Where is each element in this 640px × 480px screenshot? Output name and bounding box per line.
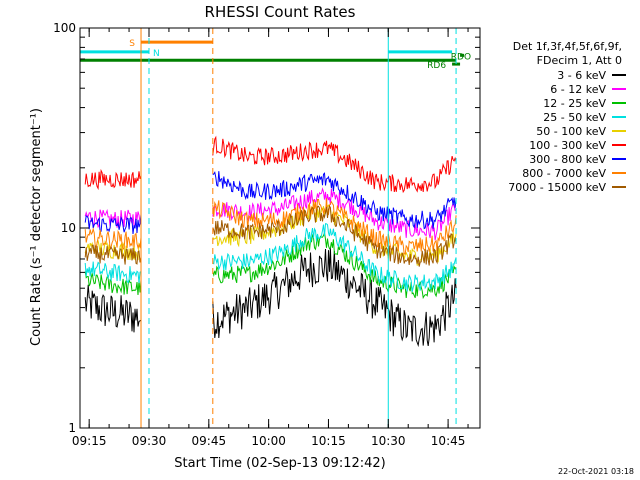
axis-layer: 1 10 100 09:15 09:30 09:45 10:00 10:15 10:30 10:4… [53, 21, 481, 448]
legend-swatch [612, 158, 626, 160]
y-tick-label: 1 [68, 421, 76, 435]
legend-item-12-25-kev: 12 - 25 keV [480, 96, 630, 110]
x-tick-label: 10:15 [311, 434, 346, 448]
flag-label-rd6: RD6 [427, 61, 446, 71]
legend-label: 800 - 7000 keV [522, 166, 606, 180]
chart-title: RHESSI Count Rates [205, 3, 356, 21]
legend-swatch [612, 186, 626, 188]
x-tick-label: 09:15 [72, 434, 107, 448]
flag-layer: S N RD6 RDO [80, 39, 471, 71]
series-300-800-kev-segment-2 [212, 171, 457, 230]
legend-swatch [612, 144, 626, 146]
x-tick-label: 10:00 [251, 434, 286, 448]
legend-label: 3 - 6 keV [557, 68, 606, 82]
legend-swatch [612, 130, 626, 132]
legend-label: 25 - 50 keV [543, 110, 606, 124]
flag-label-s: S [129, 39, 135, 49]
legend-item-25-50-kev: 25 - 50 keV [480, 110, 630, 124]
legend-item-7000-15000-kev: 7000 - 15000 keV [480, 180, 630, 194]
footer-timestamp: 22-Oct-2021 03:18 [558, 467, 634, 476]
legend: Det 1f,3f,4f,5f,6f,9f, FDecim 1, Att 0 3… [480, 40, 630, 194]
series-6-12-kev-segment-1 [84, 208, 142, 229]
series-50-100-kev-segment-2 [212, 204, 457, 266]
x-tick-label: 10:30 [371, 434, 406, 448]
legend-rows: 3 - 6 keV 6 - 12 keV 12 - 25 keV 25 - 50 ke… [480, 68, 630, 194]
series-300-800-kev-segment-1 [84, 214, 142, 235]
series-25-50-kev-segment-2 [212, 223, 457, 292]
series-3-6-kev-segment-1 [84, 284, 142, 333]
legend-swatch [612, 116, 626, 118]
legend-label: 7000 - 15000 keV [508, 180, 606, 194]
x-tick-label: 09:45 [192, 434, 227, 448]
series-25-50-kev-segment-1 [84, 261, 142, 284]
legend-item-300-800-kev: 300 - 800 keV [480, 152, 630, 166]
legend-swatch [612, 102, 626, 104]
legend-label: 12 - 25 keV [543, 96, 606, 110]
x-axis-label: Start Time (02-Sep-13 09:12:42) [174, 456, 385, 471]
legend-item-6-12-kev: 6 - 12 keV [480, 82, 630, 96]
series-100-300-kev-segment-2 [212, 135, 457, 194]
series-6-12-kev-segment-2 [212, 187, 457, 241]
legend-header-line-2: FDecim 1, Att 0 [536, 54, 622, 67]
flag-label-n: N [153, 49, 160, 59]
x-tick-label: 10:45 [431, 434, 466, 448]
legend-item-3-6-kev: 3 - 6 keV [480, 68, 630, 82]
legend-label: 100 - 300 keV [529, 138, 606, 152]
series-12-25-kev-segment-2 [212, 230, 457, 300]
legend-header-line-1: Det 1f,3f,4f,5f,6f,9f, [512, 40, 622, 53]
legend-label: 6 - 12 keV [550, 82, 606, 96]
series-7000-15000-kev-segment-2 [212, 204, 457, 267]
series-layer [84, 135, 457, 348]
series-12-25-kev-segment-1 [84, 271, 142, 296]
y-tick-label: 100 [53, 21, 76, 35]
x-tick-label: 09:30 [132, 434, 167, 448]
legend-label: 50 - 100 keV [536, 124, 606, 138]
y-tick-label: 10 [61, 221, 76, 235]
legend-label: 300 - 800 keV [529, 152, 606, 166]
y-axis-label: Count Rate (s⁻¹ detector segment⁻¹) [29, 108, 44, 346]
legend-item-100-300-kev: 100 - 300 keV [480, 138, 630, 152]
legend-swatch [612, 172, 626, 174]
legend-item-800-7000-kev: 800 - 7000 keV [480, 166, 630, 180]
series-800-7000-kev-segment-1 [84, 227, 142, 250]
series-100-300-kev-segment-1 [84, 168, 142, 191]
series-7000-15000-kev-segment-1 [84, 244, 142, 265]
legend-swatch [612, 74, 626, 76]
legend-item-50-100-kev: 50 - 100 keV [480, 124, 630, 138]
flag-label-rdo: RDO [451, 52, 471, 62]
legend-swatch [612, 88, 626, 90]
